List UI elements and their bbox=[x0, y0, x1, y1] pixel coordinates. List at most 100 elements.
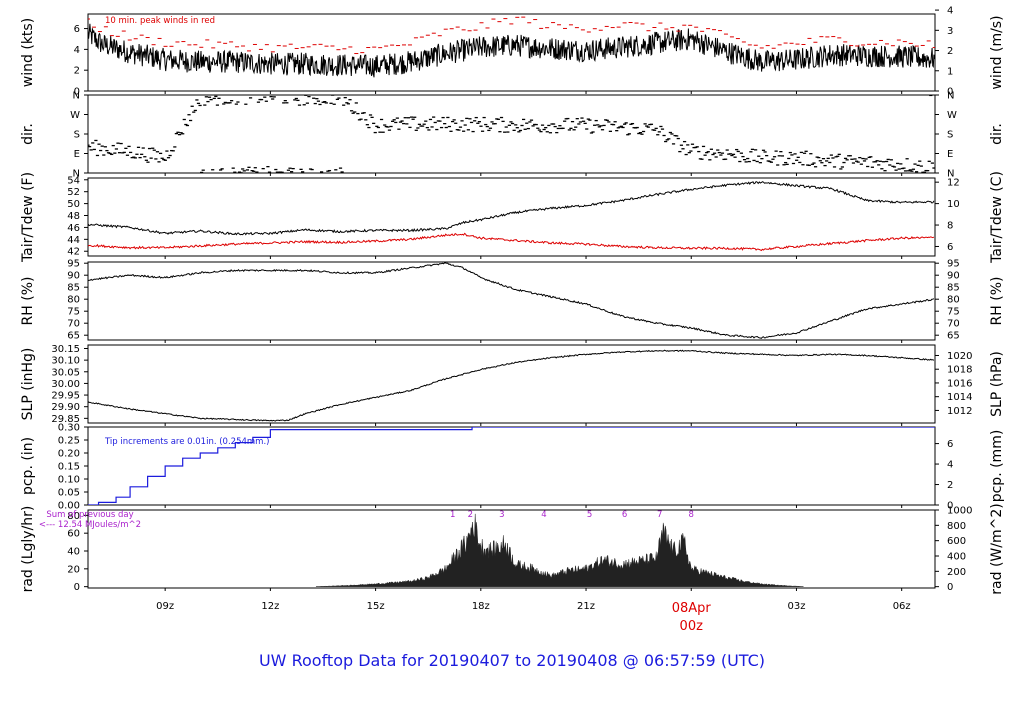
temp-left-tick-label: 48 bbox=[67, 211, 80, 222]
pcp-left-tick-label: 0.20 bbox=[58, 449, 80, 460]
temp-right-tick-label: 12 bbox=[947, 178, 960, 189]
dir-ylabel-right: dir. bbox=[989, 123, 1005, 145]
rad-area bbox=[315, 513, 804, 588]
temp-dew-line bbox=[88, 232, 935, 252]
dir-frame bbox=[87, 94, 936, 174]
wind-wind-line bbox=[88, 23, 935, 78]
wind-right-tick-label: 2 bbox=[947, 46, 953, 57]
rad-marker-label: 7 bbox=[657, 510, 662, 520]
time-tick-label: 21z bbox=[577, 601, 595, 612]
rh-left-tick-label: 80 bbox=[67, 295, 80, 306]
rh-left-tick-label: 70 bbox=[67, 319, 80, 330]
rad-marker-label: 2 bbox=[468, 510, 473, 520]
slp-plot-area bbox=[88, 349, 935, 422]
chart-title: UW Rooftop Data for 20190407 to 20190408… bbox=[259, 651, 765, 670]
slp-ylabel: SLP (inHg) bbox=[20, 348, 36, 421]
rad-annotation-line1: Sum of previous day bbox=[46, 510, 133, 520]
rh-right-tick-label: 90 bbox=[947, 271, 960, 282]
pcp-right-tick-label: 6 bbox=[947, 439, 953, 450]
temp-right-tick-label: 6 bbox=[947, 242, 953, 253]
time-tick-label: 03z bbox=[787, 601, 805, 612]
dir-left-tick-label: W bbox=[70, 110, 80, 121]
rad-right-tick-label: 200 bbox=[947, 567, 966, 578]
day-marker-date: 08Apr bbox=[672, 601, 712, 616]
pcp-left-tick-label: 0.10 bbox=[58, 475, 80, 486]
panel-pcp: 0.00 0.05 0.10 0.15 0.20 0.25 0.30 0 2 4 6 pcp. (in… bbox=[20, 423, 1005, 512]
rh-right-tick-label: 65 bbox=[947, 331, 960, 342]
rh-right-tick-label: 80 bbox=[947, 295, 960, 306]
temp-air-line bbox=[88, 180, 935, 236]
rh-right-tick-label: 75 bbox=[947, 307, 960, 318]
rh-frame bbox=[87, 261, 936, 341]
pcp-left-tick-label: 0.00 bbox=[58, 501, 80, 512]
slp-left-tick-label: 30.10 bbox=[51, 356, 80, 367]
pcp-left-tick-label: 0.05 bbox=[58, 488, 80, 499]
dir-left-tick-label: N bbox=[73, 169, 80, 180]
pcp-right-tick-label: 0 bbox=[947, 501, 953, 512]
rad-marker-label: 1 bbox=[450, 510, 455, 520]
wind-frame bbox=[87, 13, 936, 92]
temp-right-tick-label: 8 bbox=[947, 221, 953, 232]
rad-right-tick-label: 0 bbox=[947, 582, 953, 593]
rad-ylabel: rad (Lgly/hr) bbox=[20, 506, 36, 593]
pcp-right-tick-label: 2 bbox=[947, 480, 953, 491]
slp-slp-line bbox=[88, 349, 935, 422]
rad-left-tick-label: 60 bbox=[67, 529, 80, 540]
rh-right-tick-label: 85 bbox=[947, 283, 960, 294]
rh-left-tick-label: 85 bbox=[67, 283, 80, 294]
wind-right-tick-label: 0 bbox=[947, 87, 953, 98]
slp-left-tick-label: 30.00 bbox=[51, 379, 80, 390]
slp-left-tick-label: 30.15 bbox=[51, 344, 80, 355]
pcp-ylabel: pcp. (in) bbox=[20, 437, 36, 495]
time-tick-label: 15z bbox=[367, 601, 385, 612]
rad-left-tick-label: 20 bbox=[67, 564, 80, 575]
pcp-ylabel-right: pcp. (mm) bbox=[989, 430, 1005, 503]
time-tick-label: 18z bbox=[472, 601, 490, 612]
rh-right-tick-label: 95 bbox=[947, 259, 960, 270]
slp-right-tick-label: 1016 bbox=[947, 378, 972, 389]
wind-left-tick-label: 0 bbox=[74, 87, 80, 98]
slp-right-tick-label: 1012 bbox=[947, 406, 972, 417]
wind-plot-area bbox=[88, 16, 935, 78]
wind-ylabel: wind (kts) bbox=[20, 18, 36, 87]
rad-ylabel-right: rad (W/m^2) bbox=[989, 503, 1005, 594]
dir-right-tick-label: N bbox=[947, 91, 954, 102]
rad-right-tick-label: 1000 bbox=[947, 506, 972, 517]
rad-marker-label: 3 bbox=[499, 510, 504, 520]
temp-left-tick-label: 52 bbox=[67, 187, 80, 198]
rh-ylabel-right: RH (%) bbox=[989, 277, 1005, 326]
wind-annotation: 10 min. peak winds in red bbox=[105, 16, 215, 26]
time-tick-label: 12z bbox=[261, 601, 279, 612]
slp-right-tick-label: 1018 bbox=[947, 365, 972, 376]
dir-left-tick-label: E bbox=[74, 149, 80, 160]
time-axis: 09z 12z 15z 18z 21z 03z 06z 08Apr 00z bbox=[156, 601, 911, 634]
pcp-annotation: Tip increments are 0.01in. (0.254mm.) bbox=[104, 437, 269, 447]
dir-plot-area bbox=[88, 95, 935, 173]
slp-ylabel-right: SLP (hPa) bbox=[989, 351, 1005, 417]
dir-right-tick-label: W bbox=[947, 110, 957, 121]
slp-left-tick-label: 29.85 bbox=[51, 414, 80, 425]
rad-left-tick-label: 80 bbox=[67, 511, 80, 522]
rad-annotation-line2: <--- 12.54 MJoules/m^2 bbox=[39, 520, 141, 530]
pcp-left-tick-label: 0.30 bbox=[58, 423, 80, 434]
rh-left-tick-label: 95 bbox=[67, 259, 80, 270]
rh-plot-area bbox=[88, 262, 935, 339]
pcp-left-tick-label: 0.25 bbox=[58, 436, 80, 447]
dir-left-tick-label: N bbox=[73, 91, 80, 102]
wind-left-tick-label: 2 bbox=[74, 66, 80, 77]
temp-right-tick-label: 10 bbox=[947, 199, 960, 210]
rh-left-tick-label: 90 bbox=[67, 271, 80, 282]
dir-left-tick-label: S bbox=[74, 130, 80, 141]
dir-ylabel: dir. bbox=[20, 123, 36, 145]
slp-left-tick-label: 29.95 bbox=[51, 391, 80, 402]
time-tick-label: 06z bbox=[893, 601, 911, 612]
rh-left-tick-label: 65 bbox=[67, 331, 80, 342]
wind-right-tick-label: 3 bbox=[947, 26, 953, 37]
rad-marker-label: 8 bbox=[689, 510, 694, 520]
temp-left-tick-label: 50 bbox=[67, 199, 80, 210]
